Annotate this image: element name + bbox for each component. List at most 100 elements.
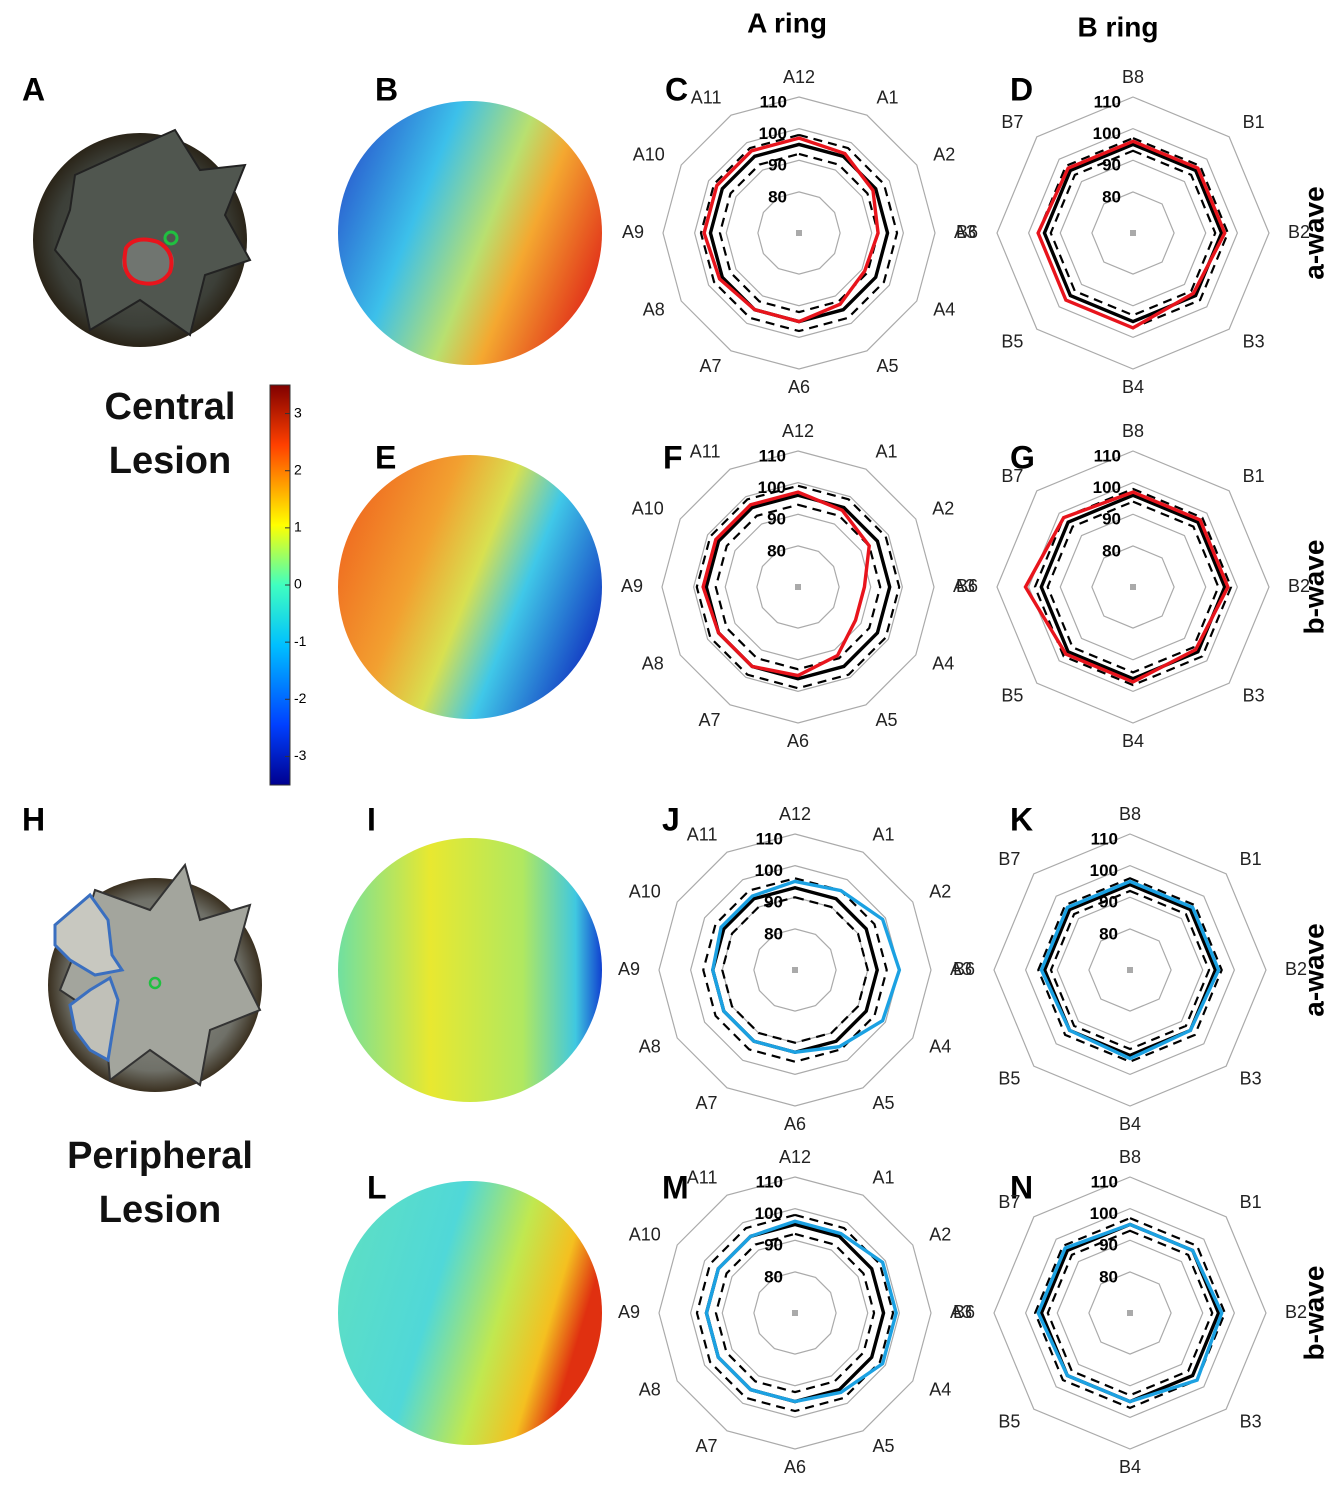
panel-letter: E: [375, 439, 396, 475]
category-label: B2: [1288, 576, 1310, 596]
category-label: A2: [932, 498, 954, 518]
category-label: B1: [1243, 466, 1265, 486]
category-label: A8: [643, 299, 665, 319]
r-tick-label: 80: [768, 187, 787, 206]
category-label: A11: [687, 1168, 718, 1188]
category-label: A9: [621, 576, 643, 596]
r-tick-label: 110: [759, 446, 786, 465]
r-tick-label: 90: [764, 1236, 783, 1255]
colorbar-tick-label: -3: [294, 747, 307, 763]
panel-letter: H: [22, 801, 45, 837]
r-tick-label: 90: [767, 510, 786, 529]
category-label: A11: [691, 88, 722, 108]
colorbar-tick-label: 1: [294, 519, 302, 535]
category-label: A10: [629, 881, 661, 901]
r-tick-label: 90: [764, 893, 783, 912]
category-label: A12: [779, 804, 811, 824]
category-label: A7: [698, 710, 720, 730]
r-tick-label: 90: [1102, 156, 1121, 175]
category-label: B7: [1001, 112, 1023, 132]
panel-letter: M: [662, 1169, 689, 1205]
category-label: A6: [784, 1114, 806, 1134]
r-tick-label: 90: [768, 156, 787, 175]
panel-letter: A: [22, 71, 45, 107]
category-label: B5: [998, 1068, 1020, 1088]
category-label: B6: [956, 222, 978, 242]
center-dot: [792, 1310, 798, 1316]
center-dot: [792, 967, 798, 973]
colorbar-tick-label: -2: [294, 690, 307, 706]
category-label: B3: [1240, 1411, 1262, 1431]
panel-letter: K: [1010, 801, 1033, 837]
category-label: A12: [783, 67, 815, 87]
category-label: A2: [929, 1224, 951, 1244]
category-label: A4: [932, 653, 954, 673]
category-label: B7: [1001, 466, 1023, 486]
category-label: B4: [1122, 731, 1144, 751]
category-label: A4: [929, 1379, 951, 1399]
category-label: B3: [1243, 331, 1265, 351]
category-label: B4: [1119, 1114, 1141, 1134]
category-label: A10: [629, 1224, 661, 1244]
column-header: B ring: [1078, 11, 1159, 42]
r-tick-label: 110: [1091, 1172, 1118, 1191]
panel-letter: B: [375, 71, 398, 107]
radar-line: [704, 138, 878, 321]
category-label: A5: [873, 1436, 895, 1456]
category-label: A2: [929, 881, 951, 901]
center-dot: [1130, 230, 1136, 236]
panel-letter: L: [367, 1169, 387, 1205]
center-dot: [795, 584, 801, 590]
category-label: B2: [1288, 222, 1310, 242]
category-label: A6: [787, 731, 809, 751]
category-label: B1: [1240, 1192, 1262, 1212]
colorbar-tick-label: -1: [294, 633, 307, 649]
r-tick-label: 80: [767, 541, 786, 560]
category-label: B8: [1122, 67, 1144, 87]
category-label: B4: [1119, 1457, 1141, 1477]
category-label: B7: [998, 1192, 1020, 1212]
r-tick-label: 80: [764, 924, 783, 943]
category-label: A11: [687, 825, 718, 845]
category-label: A9: [618, 959, 640, 979]
category-label: A2: [933, 144, 955, 164]
category-label: A10: [632, 498, 664, 518]
category-label: A12: [779, 1147, 811, 1167]
category-label: A8: [642, 653, 664, 673]
category-label: A7: [695, 1436, 717, 1456]
category-label: B2: [1285, 1302, 1307, 1322]
figure-canvas: A ring B ring a-wave b-wave a-wave b-wav…: [0, 0, 1339, 1487]
category-label: A10: [633, 144, 665, 164]
r-tick-label: 100: [759, 124, 787, 143]
r-tick-label: 90: [1099, 1236, 1118, 1255]
category-label: B4: [1122, 377, 1144, 397]
heatmap: [338, 455, 602, 719]
radar-line: [713, 881, 900, 1052]
r-tick-label: 80: [764, 1267, 783, 1286]
category-label: B6: [953, 959, 975, 979]
category-label: B6: [953, 1302, 975, 1322]
category-label: B1: [1240, 849, 1262, 869]
category-label: A7: [695, 1093, 717, 1113]
column-header: A ring: [747, 7, 827, 38]
colorbar-tick-label: 3: [294, 404, 302, 420]
category-label: A7: [699, 356, 721, 376]
category-label: A11: [690, 442, 721, 462]
category-label: A6: [788, 377, 810, 397]
category-label: A6: [784, 1457, 806, 1477]
r-tick-label: 100: [1093, 124, 1121, 143]
r-tick-label: 110: [760, 92, 787, 111]
category-label: B3: [1243, 685, 1265, 705]
r-tick-label: 100: [758, 478, 786, 497]
heatmap: [338, 1181, 602, 1445]
panel-letter: C: [665, 71, 688, 107]
r-tick-label: 110: [1094, 92, 1121, 111]
r-tick-label: 110: [756, 829, 783, 848]
category-label: A5: [873, 1093, 895, 1113]
category-label: B7: [998, 849, 1020, 869]
category-label: B8: [1119, 804, 1141, 824]
center-dot: [1127, 967, 1133, 973]
category-label: A9: [622, 222, 644, 242]
heatmap: [338, 838, 602, 1102]
category-label: A1: [873, 825, 895, 845]
